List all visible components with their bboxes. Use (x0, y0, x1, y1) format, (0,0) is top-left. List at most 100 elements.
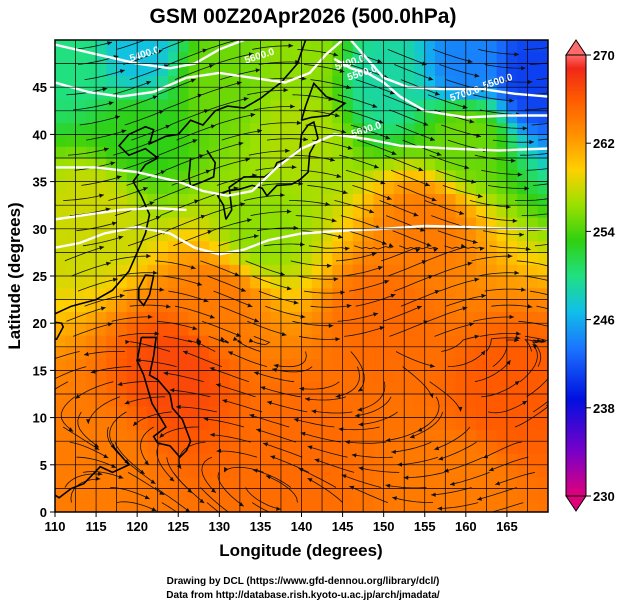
field-cell (96, 252, 107, 265)
field-cell (250, 276, 262, 289)
credit-data: Data from http://database.rish.kyoto-u.a… (166, 590, 440, 601)
field-cell (404, 429, 416, 442)
field-cell (506, 299, 518, 312)
streamline (153, 184, 193, 201)
field-cell (527, 252, 539, 265)
field-cell (96, 122, 107, 135)
field-cell (65, 40, 77, 53)
streamline (263, 243, 305, 247)
field-cell (157, 370, 169, 383)
field-cell (270, 417, 282, 430)
field-cell (342, 63, 354, 76)
field-cell (332, 276, 344, 289)
field-cell (116, 205, 128, 218)
streamline-arrow (111, 221, 117, 226)
streamline-arrow (377, 266, 383, 271)
field-cell (116, 40, 128, 53)
field-cell (260, 346, 272, 360)
field-cell (280, 500, 292, 512)
field-cell (270, 476, 282, 489)
field-cell (229, 146, 241, 159)
field-cell (506, 464, 518, 478)
field-cell (506, 287, 518, 301)
field-cell (476, 405, 487, 419)
streamline (71, 262, 111, 277)
field-cell (250, 488, 262, 501)
field-cell (383, 40, 395, 53)
field-cell (55, 110, 66, 124)
field-cell (198, 252, 210, 265)
streamline (273, 351, 307, 368)
field-cell (414, 358, 426, 371)
field-cell (445, 169, 457, 183)
field-cell (342, 311, 354, 324)
field-cell (85, 464, 97, 478)
field-cell (404, 110, 416, 124)
colorbar-tick-label: 270 (593, 48, 615, 63)
colorbar-max-arrow (565, 39, 587, 56)
field-cell (301, 476, 313, 489)
field-cell (209, 122, 220, 135)
field-cell (65, 158, 77, 171)
field-cell (506, 228, 518, 242)
streamline (426, 246, 466, 262)
field-cell (75, 429, 87, 442)
field-cell (65, 464, 77, 478)
field-cell (260, 370, 272, 383)
field-cell (435, 429, 446, 442)
field-cell (209, 453, 220, 466)
field-cell (517, 240, 529, 253)
field-cell (506, 63, 518, 76)
streamline (395, 351, 435, 367)
field-cell (291, 476, 303, 489)
field-cell (167, 122, 179, 135)
streamline (215, 113, 256, 126)
field-cell (517, 323, 529, 336)
field-cell (280, 429, 292, 442)
field-cell (476, 134, 487, 147)
field-cell (250, 51, 262, 65)
field-cell (147, 417, 159, 430)
field-cell (383, 299, 395, 312)
field-cell (126, 441, 138, 454)
field-cell (496, 382, 508, 395)
field-cell (476, 488, 487, 501)
field-cell (322, 323, 333, 336)
field-cell (527, 217, 539, 230)
field-cell (55, 169, 66, 183)
field-cell (465, 122, 477, 135)
field-cell (260, 464, 272, 478)
field-cell (239, 441, 251, 454)
field-cell (527, 264, 539, 277)
streamline-arrow (155, 216, 161, 221)
field-cell (301, 99, 313, 112)
field-cell (239, 63, 251, 76)
field-cell (496, 464, 508, 478)
field-cell (188, 382, 200, 395)
field-cell (65, 264, 77, 277)
field-cell (270, 205, 282, 218)
field-cell (424, 158, 436, 171)
field-cell (393, 370, 405, 383)
field-cell (188, 335, 200, 348)
y-tick-label: 40 (33, 127, 47, 142)
field-cell (137, 110, 149, 124)
field-cell (188, 205, 200, 218)
field-cell (280, 394, 292, 407)
field-cell (137, 181, 149, 194)
field-cell (352, 453, 364, 466)
streamline-arrow (152, 95, 158, 100)
streamline (163, 94, 203, 111)
field-cell (496, 346, 508, 360)
field-cell (404, 370, 416, 383)
field-cell (311, 99, 323, 112)
field-cell (75, 158, 87, 171)
field-cell (404, 240, 416, 253)
streamline (118, 333, 160, 337)
field-cell (383, 276, 395, 289)
field-cell (424, 217, 436, 230)
field-cell (486, 40, 498, 53)
streamline (111, 316, 153, 322)
field-cell (55, 217, 66, 230)
field-cell (147, 287, 159, 301)
